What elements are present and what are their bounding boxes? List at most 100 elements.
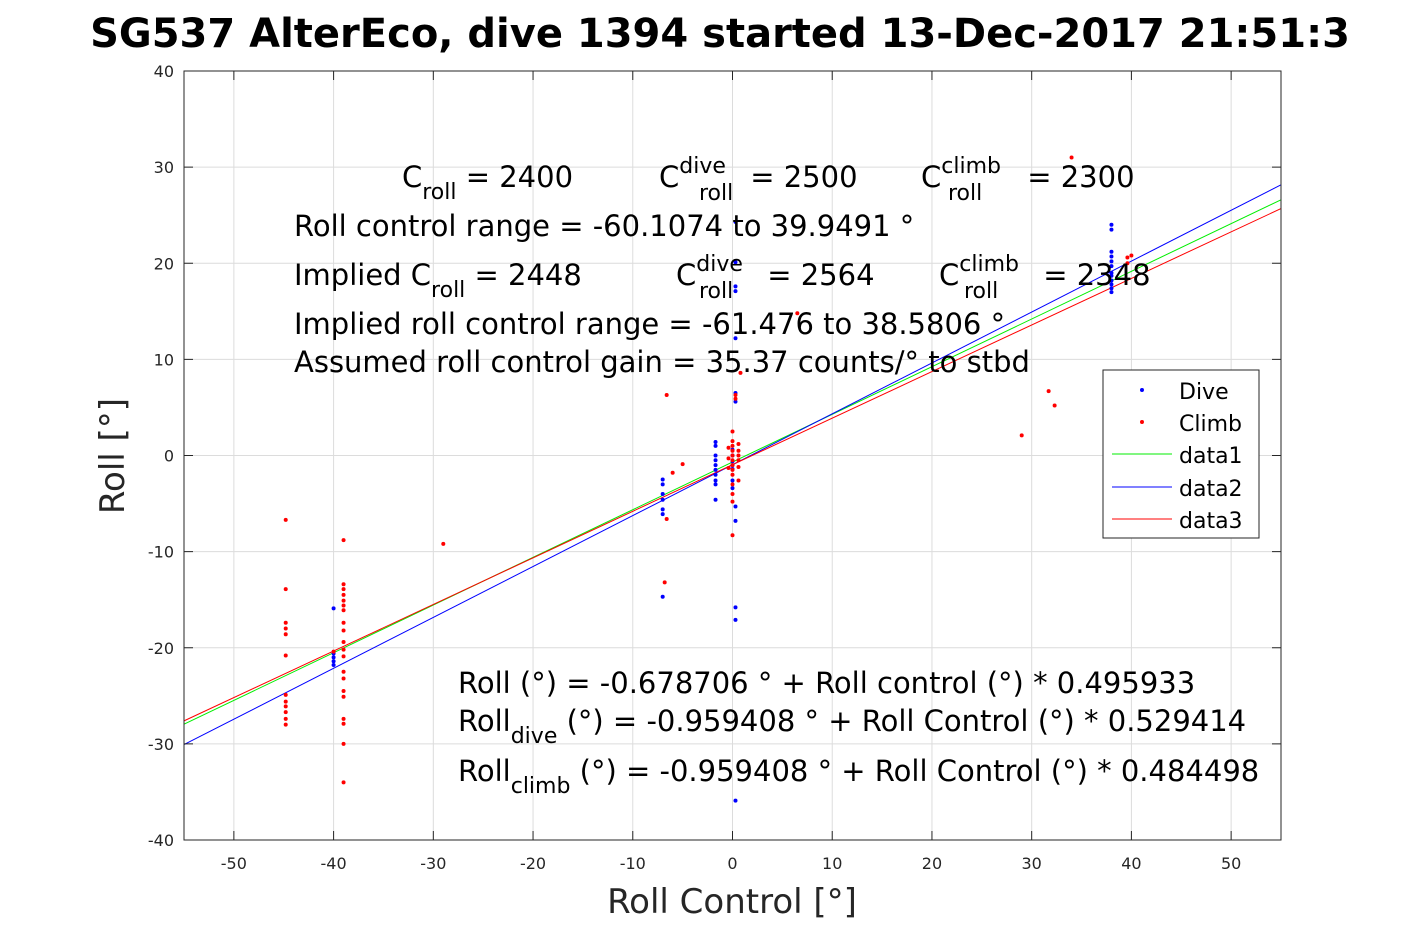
climb-point	[730, 448, 735, 453]
annotation-implied-c-climb: Cclimb roll = 2348	[939, 252, 1151, 304]
x-tick-label: 0	[727, 854, 737, 873]
dive-point	[713, 458, 718, 463]
climb-point	[341, 620, 346, 625]
climb-point	[283, 587, 288, 592]
climb-point	[341, 582, 346, 587]
legend-label-climb: Climb	[1179, 412, 1242, 437]
dive-point	[331, 655, 336, 660]
dive-point	[660, 507, 665, 512]
climb-point	[736, 441, 741, 446]
climb-point	[341, 721, 346, 726]
legend-label-data1: data1	[1179, 444, 1243, 469]
dive-point	[713, 467, 718, 472]
dive-point	[733, 260, 738, 265]
annotation-c-roll-dive: Cdive roll = 2500	[659, 154, 858, 206]
x-tick-label: 50	[1221, 854, 1241, 873]
dive-point	[713, 440, 718, 445]
climb-point	[664, 392, 669, 397]
data-points	[283, 155, 1134, 803]
dive-point	[733, 798, 738, 803]
climb-point	[283, 620, 288, 625]
dive-point	[660, 512, 665, 517]
climb-point	[664, 516, 669, 521]
climb-point	[341, 669, 346, 674]
climb-point	[283, 653, 288, 658]
dive-point	[1109, 254, 1114, 259]
climb-point	[730, 429, 735, 434]
dive-point	[733, 617, 738, 622]
climb-point	[341, 780, 346, 785]
dive-point	[1109, 273, 1114, 278]
climb-point	[341, 628, 346, 633]
x-tick-label: -30	[420, 854, 446, 873]
dive-point	[733, 219, 738, 224]
dive-point	[1109, 278, 1114, 283]
dive-point	[733, 399, 738, 404]
x-tick-label: -20	[520, 854, 546, 873]
climb-point	[736, 465, 741, 470]
climb-point	[730, 467, 735, 472]
dive-point	[1109, 290, 1114, 295]
climb-point	[726, 465, 731, 470]
climb-point	[1019, 433, 1024, 438]
dive-point	[1109, 227, 1114, 232]
x-tick-label: 40	[1121, 854, 1141, 873]
climb-point	[283, 716, 288, 721]
x-axis-label: Roll Control [°]	[607, 882, 857, 922]
climb-point	[283, 699, 288, 704]
fit-equation-dive: Rolldive (°) = -0.959408 ° + Roll Contro…	[458, 704, 1246, 749]
climb-point	[283, 710, 288, 715]
climb-point	[1125, 261, 1130, 266]
climb-point	[283, 517, 288, 522]
dive-point	[733, 289, 738, 294]
climb-point	[341, 647, 346, 652]
climb-point	[283, 632, 288, 637]
legend-label-data2: data2	[1179, 477, 1243, 502]
legend-marker-climb	[1140, 420, 1144, 424]
x-tick-label: 20	[922, 854, 942, 873]
annotation-gain: Assumed roll control gain = 35.37 counts…	[294, 345, 1030, 379]
climb-point	[341, 741, 346, 746]
climb-point	[1129, 253, 1134, 258]
climb-point	[730, 439, 735, 444]
climb-point	[1125, 255, 1130, 260]
climb-point	[730, 491, 735, 496]
climb-point	[1046, 389, 1051, 394]
climb-point	[341, 598, 346, 603]
dive-point	[331, 606, 336, 611]
annotation-c-roll: Croll = 2400	[402, 160, 573, 205]
calibration-annotations: Croll = 2400 Cdive roll = 2500 Cclimb roll…	[294, 154, 1151, 379]
dive-point	[660, 491, 665, 496]
dive-point	[713, 453, 718, 458]
annotation-c-roll-climb: Cclimb roll = 2300	[921, 154, 1135, 206]
climb-point	[730, 472, 735, 477]
climb-point	[670, 470, 675, 475]
dive-point	[730, 486, 735, 491]
climb-point	[341, 592, 346, 597]
dive-point	[1109, 286, 1114, 291]
climb-point	[341, 676, 346, 681]
climb-point	[341, 689, 346, 694]
climb-point	[283, 692, 288, 697]
axis-ticks: -50 -40 -30 -20 -10 0 10 20 30 40 50 -40 -30 -20 -10 0 1…	[148, 62, 1281, 873]
climb-point	[726, 456, 731, 461]
y-tick-label: -20	[148, 639, 174, 658]
legend-marker-dive	[1140, 388, 1144, 392]
climb-point	[795, 311, 800, 316]
climb-point	[341, 716, 346, 721]
dive-point	[713, 482, 718, 487]
climb-point	[1069, 155, 1074, 160]
y-tick-label: -10	[148, 543, 174, 562]
y-tick-label: 40	[154, 62, 174, 81]
annotation-roll-control-range: Roll control range = -60.1074 to 39.9491…	[294, 209, 914, 243]
climb-point	[730, 463, 735, 468]
dive-point	[1109, 282, 1114, 287]
dive-point	[713, 478, 718, 483]
climb-point	[341, 639, 346, 644]
climb-point	[733, 396, 738, 401]
climb-point	[331, 649, 336, 654]
dive-point	[733, 518, 738, 523]
dive-point	[733, 504, 738, 509]
dive-point	[1109, 259, 1114, 264]
